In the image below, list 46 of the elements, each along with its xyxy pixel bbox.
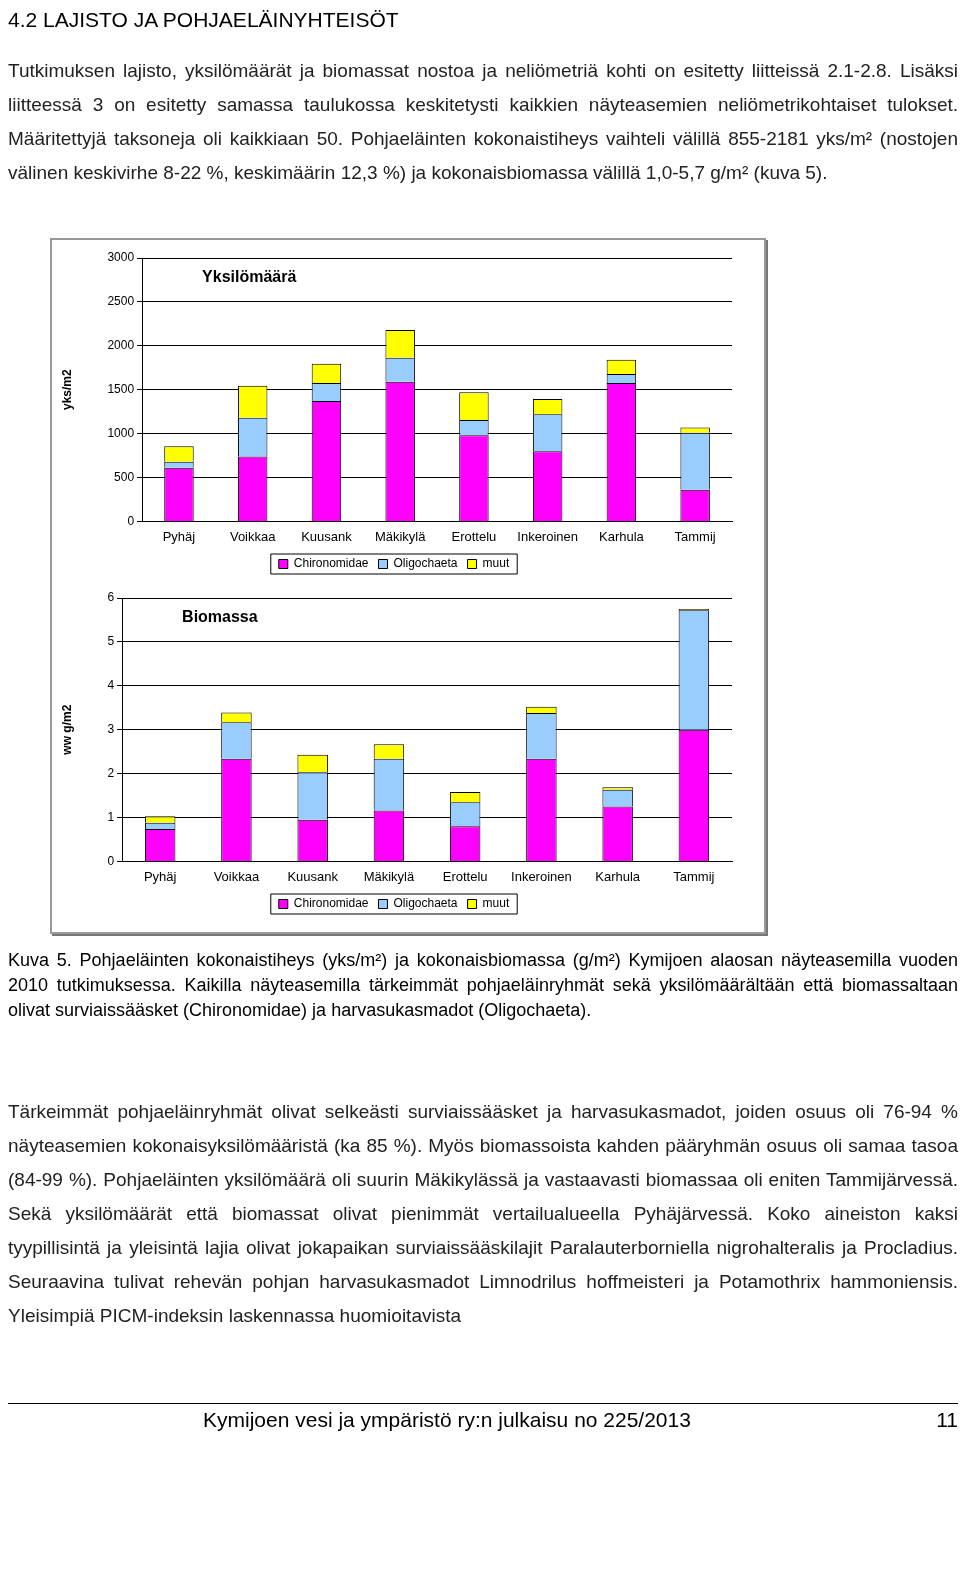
x-tick-label: Pyhäj <box>143 868 177 884</box>
text: 4.2 LAJISTO JA POHJAELÄINYHTEISÖT <box>8 8 400 32</box>
text: Kuva 5. Pohjaeläinten kokonaistiheys (yks/m²) ja kokonaisbiomassa (g/m²) Kymijoen alaosan näyteasemilla vuoden 2010 tutkimuksessa. Kaikilla näyteasemilla tärkeimmät pohjaeläinryhmät sekä yksilömäärältään että biomassaltaan olivat surviaissääsket (Chironomidae) ja harvasukasmadot (Oligochaeta). <box>8 949 958 1022</box>
text: Tutkimuksen lajisto, yksilömäärät ja biomassat nostoa ja neliömetriä kohti on esitetty liitteissä 2.1-2.8. Lisäksi liitteessä 3 on esitetty samassa taulukossa keskitetysti kaikkien näyteasemien neliömetrikohtaiset tulokset. Määritettyjä taksoneja oli kaikkiaan 50. Pohjaeläinten kokonaistiheys vaihteli välillä 855-2181 yks/m² (nostojen välinen keskivirhe 8-22 %, keskimäärin 12,3 %) ja kokonaisbiomassa välillä 1,0-5,7 g/m² (kuva 5). <box>8 59 958 185</box>
y-tick-label: 1 <box>107 809 115 824</box>
legend-label: Oligochaeta <box>393 556 458 571</box>
y-tick-label: 2 <box>107 765 115 780</box>
text: Tärkeimmät pohjaeläinryhmät olivat selkeästi surviaissääsket ja harvasukasmadot, joiden osuus oli 76-94 % näyteasemien kokonaisyksilömääristä (ka 85 %). Myös biomassoista kahden pääryhmän osuus oli samaa tasoa (84-99 %). Pohjaeläinten yksilömäärä oli suurin Mäkikylässä ja vastaavasti biomassaa oli eniten Tammijärvessä. Sekä yksilömäärät että biomassat olivat pienimmät vertailualueella Pyhäjärvessä. Koko aineiston kaksi tyypillisintä ja yleisintä lajia olivat jokapaikan surviaissääskilajit Paralauterborniella nigrohalteralis ja Procladius. Seuraavina tulivat rehevän pohjan harvasukasmadot Limnodrilus hoffmeisteri ja Potamothrix hammoniensis. Yleisimpiä PICM-indeksin laskennassa huomioitavista <box>8 1100 958 1328</box>
x-tick-label: Karhula <box>595 868 641 884</box>
y-tick-label: 0 <box>127 513 135 528</box>
x-tick-label: Pyhäj <box>162 528 196 544</box>
y-tick-label: 5 <box>107 634 115 649</box>
y-tick-label: 4 <box>107 678 115 693</box>
y-tick-label: 1000 <box>107 425 135 440</box>
x-tick-label: Voikkaa <box>229 528 277 544</box>
text: 11 <box>936 1408 958 1432</box>
y-axis-title: yks/m2 <box>59 369 74 411</box>
text: Kymijoen vesi ja ympäristö ry:n julkaisu no 225/2013 <box>203 1408 691 1432</box>
x-tick-label: Erottelu <box>442 868 488 884</box>
y-tick-label: 0 <box>107 853 115 868</box>
legend-label: Chironomidae <box>293 556 369 571</box>
y-tick-label: 3 <box>107 722 115 737</box>
x-tick-label: Kuusank <box>287 868 339 884</box>
legend-label: Chironomidae <box>293 896 369 911</box>
y-axis-title: ww g/m2 <box>59 704 74 756</box>
y-tick-label: 2000 <box>107 338 135 353</box>
y-tick-label: 2500 <box>107 294 135 309</box>
y-tick-label: 500 <box>114 469 135 484</box>
x-tick-label: Mäkikylä <box>374 528 427 544</box>
x-tick-label: Karhula <box>598 528 645 544</box>
x-tick-label: Tammij <box>674 528 716 544</box>
x-tick-label: Inkeroinen <box>511 868 572 884</box>
x-tick-label: Tammij <box>673 868 715 884</box>
x-tick-label: Erottelu <box>451 528 497 544</box>
y-tick-label: 3000 <box>107 250 135 265</box>
text: Yksilömäärä <box>202 268 297 286</box>
x-tick-label: Voikkaa <box>213 868 260 884</box>
y-tick-label: 1500 <box>107 382 135 397</box>
x-tick-label: Kuusank <box>301 528 353 544</box>
legend-label: Oligochaeta <box>393 896 458 911</box>
x-tick-label: Mäkikylä <box>363 868 415 884</box>
y-tick-label: 6 <box>107 590 115 605</box>
text: Biomassa <box>182 608 258 626</box>
legend-label: muut <box>482 556 510 571</box>
x-tick-label: Inkeroinen <box>517 528 579 544</box>
legend-label: muut <box>482 896 510 911</box>
